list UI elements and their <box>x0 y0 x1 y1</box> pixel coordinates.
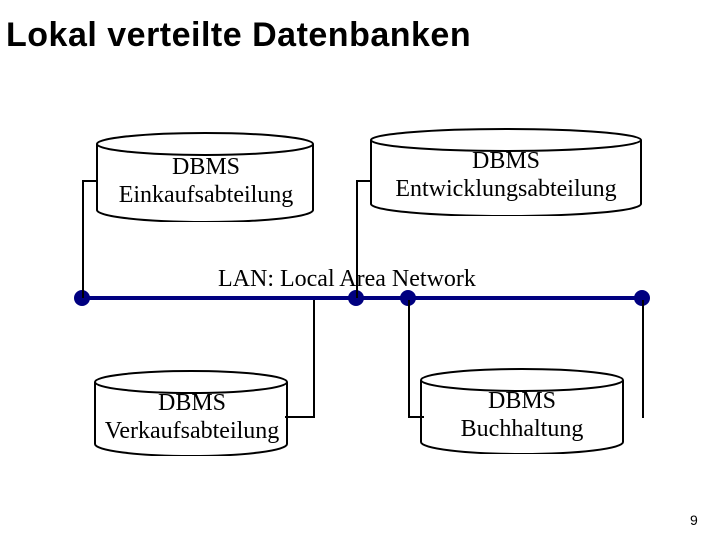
conn-v-br <box>408 300 410 418</box>
db-label-line2: Einkaufsabteilung <box>108 182 304 210</box>
db-label-tl: DBMSEinkaufsabteilung <box>108 154 304 209</box>
conn-v-bl <box>313 300 315 418</box>
db-label-tr: DBMSEntwicklungsabteilung <box>378 148 634 203</box>
db-label-line1: DBMS <box>98 390 286 418</box>
db-label-line2: Buchhaltung <box>428 416 616 444</box>
page-title: Lokal verteilte Datenbanken <box>6 16 471 55</box>
conn-h-bl <box>285 416 315 418</box>
db-label-line2: Verkaufsabteilung <box>98 418 286 446</box>
db-label-bl: DBMSVerkaufsabteilung <box>98 390 286 445</box>
db-label-line1: DBMS <box>108 154 304 182</box>
db-label-br: DBMSBuchhaltung <box>428 388 616 443</box>
lan-label: LAN: Local Area Network <box>218 266 476 293</box>
page-number: 9 <box>690 512 698 528</box>
db-label-line1: DBMS <box>378 148 634 176</box>
conn-v-br2 <box>642 300 644 418</box>
db-label-line2: Entwicklungsabteilung <box>378 176 634 204</box>
db-label-line1: DBMS <box>428 388 616 416</box>
conn-v-tr <box>356 180 358 298</box>
conn-v-tl <box>82 180 84 298</box>
